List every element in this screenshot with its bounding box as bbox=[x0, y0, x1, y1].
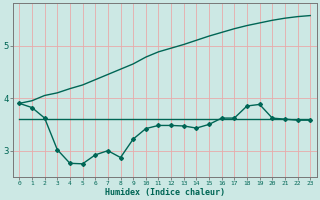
X-axis label: Humidex (Indice chaleur): Humidex (Indice chaleur) bbox=[105, 188, 225, 197]
